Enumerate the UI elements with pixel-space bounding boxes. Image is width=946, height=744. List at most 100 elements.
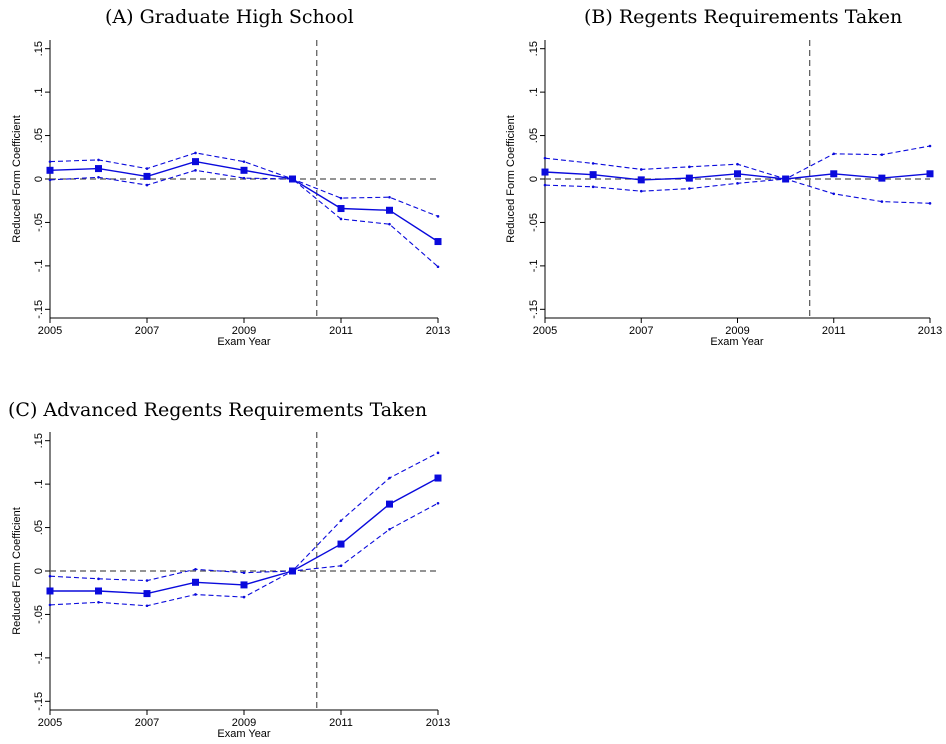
estimate-point <box>637 176 645 184</box>
y-axis-label: Reduced Form Coefficient <box>505 115 517 243</box>
estimate-point <box>143 172 151 180</box>
ci-point <box>48 574 52 578</box>
x-tick-label: 2005 <box>38 717 62 729</box>
ci-point <box>688 165 691 169</box>
ci-point <box>48 160 52 163</box>
panel-a-title: (A) Graduate High School <box>105 6 354 28</box>
ci-point <box>880 153 884 156</box>
ci-point <box>97 175 100 179</box>
x-tick-label: 2013 <box>918 325 942 337</box>
y-tick-label: -.15 <box>33 692 45 711</box>
x-axis-label: Exam Year <box>217 728 271 740</box>
ci-point <box>242 595 246 599</box>
estimate-point <box>386 206 393 214</box>
ci-point <box>543 183 547 187</box>
x-tick-label: 2007 <box>135 717 159 729</box>
x-tick-label: 2009 <box>725 325 749 337</box>
y-axis-label: Reduced Form Coefficient <box>11 507 23 635</box>
x-tick-label: 2007 <box>135 325 159 337</box>
y-tick-label: -.05 <box>528 213 540 232</box>
ci-point <box>736 162 739 166</box>
x-tick-label: 2007 <box>629 325 653 337</box>
ci-point <box>145 183 149 187</box>
ci-point <box>832 192 836 196</box>
estimate-point <box>878 174 886 182</box>
x-tick-label: 2011 <box>822 325 846 337</box>
panel-b-title: (B) Regents Requirements Taken <box>584 6 903 28</box>
ci-point <box>242 571 246 575</box>
ci-point <box>194 567 197 571</box>
lower-ci-line <box>49 502 439 607</box>
ci-point <box>436 265 440 269</box>
y-tick-label: -.05 <box>33 605 45 624</box>
ci-point <box>48 603 52 607</box>
estimate-point <box>192 578 199 586</box>
y-tick-label: -.1 <box>33 259 45 272</box>
estimate-point <box>434 238 442 246</box>
ci-point <box>145 579 149 582</box>
ci-point <box>880 200 884 203</box>
ci-point <box>388 195 391 199</box>
y-tick-label: 0 <box>33 176 45 182</box>
x-tick-label: 2005 <box>38 325 62 337</box>
estimate-point <box>337 540 345 548</box>
estimate-point <box>240 581 248 589</box>
ci-point <box>291 569 294 573</box>
y-tick-label: -.1 <box>528 259 540 272</box>
x-tick-label: 2009 <box>232 717 256 729</box>
y-axis-label: Reduced Form Coefficient <box>11 115 23 243</box>
x-tick-label: 2011 <box>329 325 353 337</box>
estimate-point <box>589 171 597 179</box>
ci-point <box>48 178 52 182</box>
lower-ci-line <box>49 169 439 268</box>
x-axis-label: Exam Year <box>710 336 764 348</box>
estimate-point <box>143 590 151 598</box>
ci-point <box>339 217 343 221</box>
ci-point <box>97 577 100 581</box>
ci-point <box>688 187 691 190</box>
y-tick-label: 0 <box>33 568 45 574</box>
y-tick-label: .05 <box>33 520 45 535</box>
ci-point <box>928 202 932 205</box>
x-tick-label: 2005 <box>533 325 557 337</box>
ci-point <box>784 177 787 181</box>
ci-point <box>194 593 197 596</box>
y-tick-label: 0 <box>528 176 540 182</box>
ci-point <box>591 185 595 189</box>
y-tick-label: .15 <box>33 433 45 448</box>
ci-point <box>97 600 100 604</box>
ci-point <box>242 160 246 163</box>
ci-point <box>339 519 343 522</box>
y-tick-label: .1 <box>33 480 45 489</box>
estimate-point <box>734 170 741 178</box>
estimate-point <box>95 165 102 173</box>
estimate-point <box>337 205 345 213</box>
ci-point <box>736 182 739 185</box>
ci-point <box>436 501 440 505</box>
y-tick-label: .15 <box>528 41 540 56</box>
ci-point <box>388 222 391 226</box>
ci-point <box>639 168 643 171</box>
ci-point <box>145 604 149 608</box>
ci-point <box>388 476 391 480</box>
ci-point <box>832 152 836 156</box>
estimate-point <box>541 168 549 176</box>
y-tick-label: .05 <box>33 128 45 143</box>
ci-point <box>388 528 391 531</box>
x-tick-label: 2011 <box>329 717 353 729</box>
estimate-point <box>386 500 393 508</box>
estimate-point <box>434 474 442 482</box>
y-tick-label: -.1 <box>33 651 45 664</box>
y-tick-label: .1 <box>33 88 45 97</box>
y-tick-label: .15 <box>33 41 45 56</box>
upper-ci-line <box>49 452 439 582</box>
y-tick-label: -.15 <box>33 300 45 319</box>
ci-point <box>591 162 595 165</box>
ci-point <box>194 169 197 172</box>
estimate-point <box>192 158 199 166</box>
x-axis-label: Exam Year <box>217 336 271 348</box>
ci-point <box>339 196 343 200</box>
